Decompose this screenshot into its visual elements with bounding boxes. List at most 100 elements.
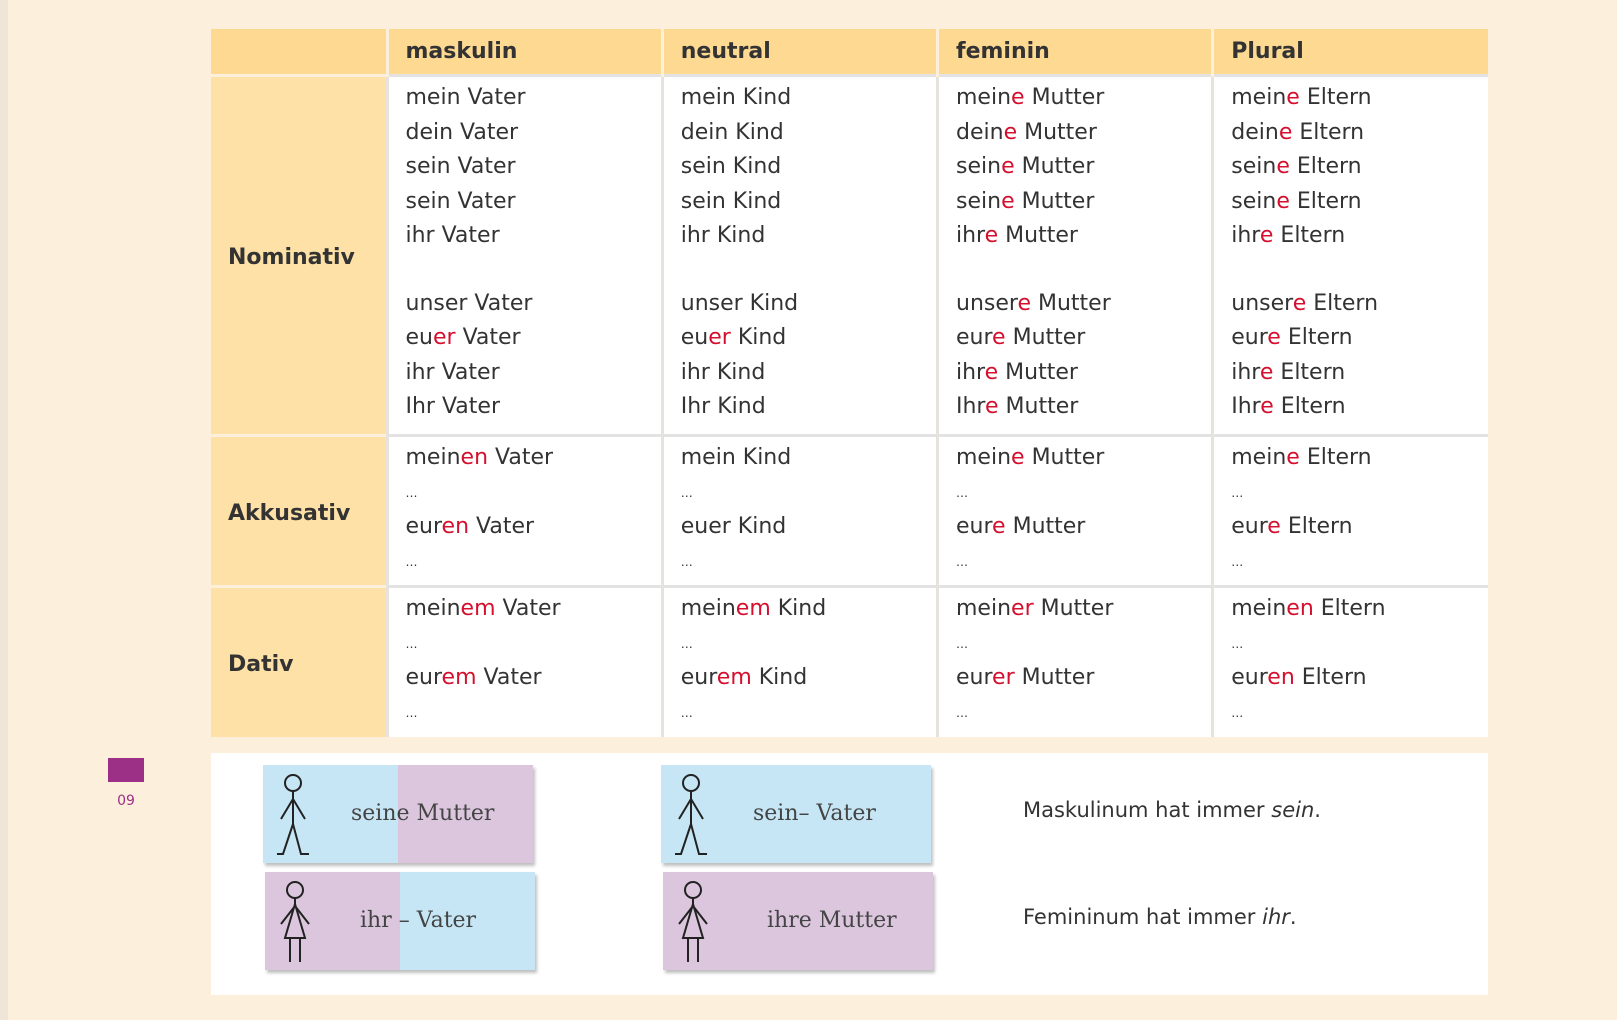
ending: em: [460, 596, 496, 621]
text: Vater: [455, 325, 521, 350]
text: mein: [1231, 85, 1287, 110]
text: Vater: [476, 665, 542, 690]
table-cell: mein Kind dein Kind sein Kind sein Kind ihr …: [660, 74, 938, 436]
form-line: meine Eltern: [1231, 441, 1488, 476]
line-group: unsere Eltern eure Eltern ihre Eltern Ihre …: [1231, 287, 1488, 425]
text: Mutter: [998, 223, 1078, 248]
text: ihr Kind: [680, 223, 766, 248]
text: dein Kind: [680, 119, 784, 145]
form-line: mein Kind: [681, 81, 936, 116]
table-cell: mein Kind… euer Kind…: [660, 434, 938, 587]
male-figure: [675, 774, 707, 855]
form-line: ihre Mutter: [956, 219, 1211, 254]
card: seine Mutter: [263, 765, 533, 863]
text: unser: [1231, 290, 1293, 316]
text: ihr Vater: [405, 359, 500, 385]
form-line: eure Eltern: [1231, 321, 1488, 356]
text: …: [405, 636, 418, 651]
form-line: ihre Mutter: [956, 356, 1211, 391]
ending: e: [1003, 119, 1018, 145]
text: Eltern: [1299, 445, 1372, 470]
text: eur: [956, 514, 993, 539]
form-line: …: [681, 627, 936, 662]
form-line: …: [956, 696, 1211, 731]
text: mein Kind: [680, 445, 792, 470]
text: eu: [405, 325, 433, 350]
ending: e: [1292, 290, 1307, 316]
line-group: mein Vater dein Vater sein Vater sein Vater…: [406, 81, 661, 254]
text: Ihr Kind: [680, 394, 766, 419]
text: dein: [956, 119, 1004, 145]
form-line: eurem Kind: [681, 661, 936, 696]
form-line: …: [406, 476, 661, 511]
form-line: …: [1231, 476, 1488, 511]
text: Eltern: [1280, 325, 1353, 350]
case-label: Akkusativ: [211, 434, 387, 587]
text: Mutter: [1017, 119, 1097, 145]
text: Vater: [488, 445, 554, 470]
form-line: …: [956, 476, 1211, 511]
ending: e: [1260, 394, 1274, 419]
card: ihr – Vater: [265, 872, 535, 970]
table-cell: mein Vater dein Vater sein Vater sein Vater…: [385, 74, 663, 436]
text: Eltern: [1306, 290, 1379, 316]
form-line: eure Mutter: [956, 321, 1211, 356]
ending: e: [992, 514, 1006, 539]
form-line: …: [681, 545, 936, 580]
line-group: meine Eltern deine Eltern seine Eltern sein…: [1231, 81, 1488, 254]
line-group: unsere Mutter eure Mutter ihre Mutter Ihre …: [956, 287, 1211, 425]
table-row: Nominativ mein Vater dein Vater sein Vater s…: [211, 74, 1488, 436]
form-line: …: [406, 627, 661, 662]
form-line: …: [1231, 696, 1488, 731]
form-line: ihre Eltern: [1231, 356, 1488, 391]
text: mein: [1231, 445, 1287, 470]
card: sein– Vater: [661, 765, 931, 863]
line-group: meiner Mutter… eurer Mutter…: [956, 592, 1211, 730]
table-cell: meine Mutter deine Mutter seine Mutter sein…: [935, 74, 1213, 436]
column-header: Plural: [1211, 29, 1488, 76]
text: Mutter: [998, 359, 1078, 385]
ending: en: [460, 445, 489, 470]
text: Mutter: [998, 394, 1079, 419]
column-header: feminin: [935, 29, 1213, 76]
text: Kind: [770, 596, 827, 621]
ending: er: [432, 325, 456, 350]
text: Mutter: [1014, 188, 1095, 214]
text: ihr Kind: [680, 359, 766, 385]
male-figure: [277, 774, 309, 855]
ending: e: [992, 325, 1006, 350]
text: sein: [956, 188, 1002, 214]
text: mein Vater: [405, 85, 526, 110]
form-line: sein Kind: [681, 185, 936, 220]
text: …: [405, 705, 418, 720]
text: eu: [680, 325, 709, 350]
header-row: maskulin neutral feminin Plural: [211, 29, 1488, 76]
ending: en: [441, 514, 470, 539]
card: ihre Mutter: [663, 872, 933, 970]
form-line: ihr Kind: [681, 356, 936, 391]
ending: e: [1267, 325, 1281, 350]
table-cell: meine Eltern… eure Eltern…: [1211, 434, 1488, 587]
text: Eltern: [1289, 188, 1362, 214]
form-line: eurem Vater: [406, 661, 661, 696]
table-row: Dativ meinem Vater… eurem Vater… meinem Kin…: [211, 585, 1488, 737]
text: …: [680, 485, 693, 500]
text: sein: [1231, 188, 1277, 214]
text: …: [680, 554, 693, 569]
ending: e: [1001, 188, 1015, 214]
text: dein Vater: [405, 119, 519, 145]
text: ihr: [1231, 359, 1260, 385]
grammar-table: maskulin neutral feminin Plural Nominativ me…: [211, 29, 1488, 737]
text: …: [1231, 554, 1244, 569]
form-line: eurer Mutter: [956, 661, 1211, 696]
text: …: [956, 636, 968, 651]
ending: en: [1267, 665, 1295, 690]
text: sein: [956, 154, 1002, 179]
table-cell: meinen Eltern… euren Eltern…: [1211, 585, 1488, 737]
text: sein Vater: [405, 188, 516, 214]
text: Eltern: [1292, 119, 1365, 145]
emphasis: sein: [1271, 798, 1315, 822]
text: ihr: [956, 359, 985, 385]
text: eur: [1231, 514, 1268, 539]
